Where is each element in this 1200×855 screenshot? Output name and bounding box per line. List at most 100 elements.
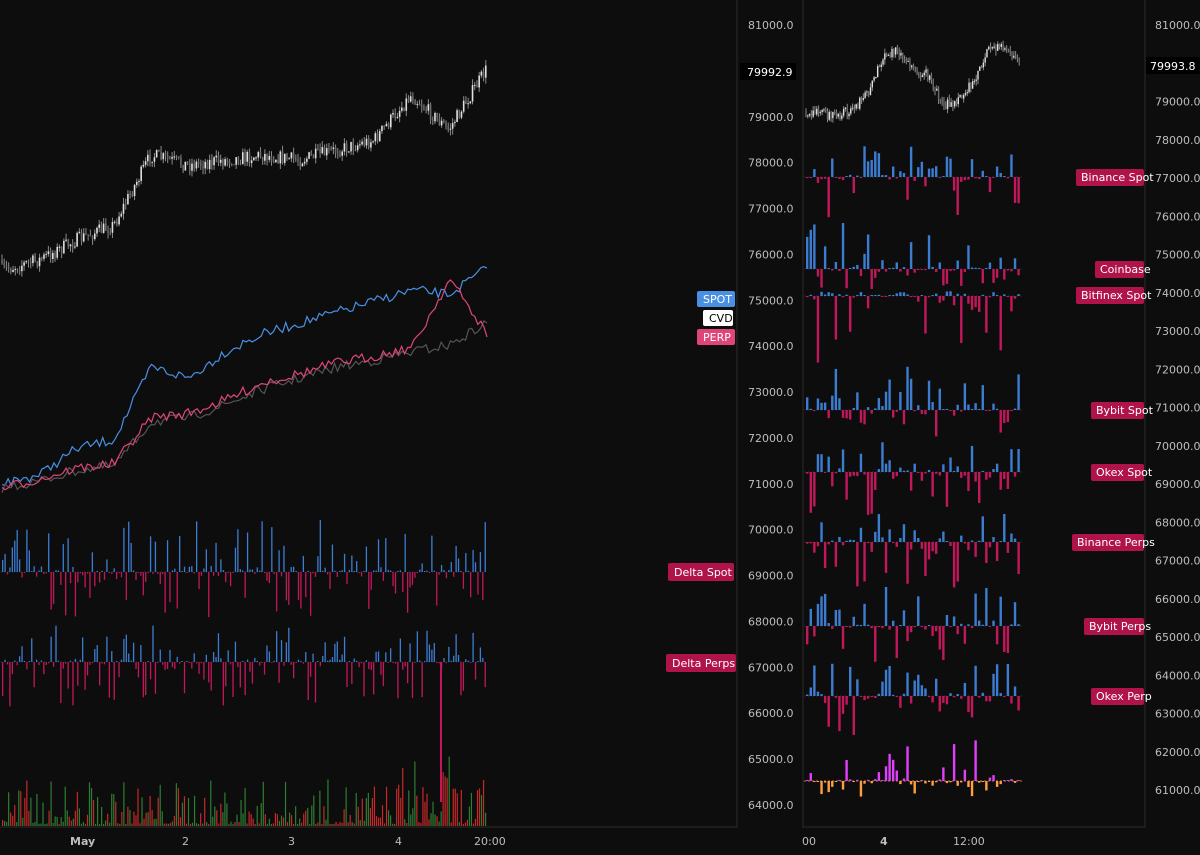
- exchange-bar: [931, 696, 934, 703]
- volume-bar: [307, 807, 309, 826]
- exchange-bar: [816, 603, 820, 626]
- delta-bar: [295, 570, 297, 572]
- delta-bar: [484, 522, 486, 572]
- exchange-bar: [988, 472, 992, 478]
- volume-bar: [464, 822, 466, 826]
- exchange-bar: [952, 177, 956, 191]
- extra-bar: [974, 740, 977, 781]
- candle-body: [989, 46, 992, 49]
- extra-bar: [831, 781, 834, 787]
- delta-bar: [288, 572, 290, 605]
- exchange-bar: [849, 410, 852, 420]
- volume-bar: [149, 795, 151, 826]
- delta-bar: [397, 662, 399, 699]
- exchange-bar: [834, 696, 838, 698]
- delta-bar: [232, 572, 234, 573]
- candle-body: [921, 75, 924, 78]
- candle-body: [332, 147, 335, 150]
- delta-bar: [154, 662, 157, 694]
- delta-bar: [348, 569, 351, 572]
- volume-bar: [385, 786, 388, 826]
- exchange-bar: [892, 472, 895, 479]
- delta-bar: [210, 566, 212, 572]
- exchange-bar: [974, 403, 977, 410]
- delta-bar: [118, 662, 120, 678]
- delta-bar: [336, 641, 338, 662]
- volume-bar: [327, 779, 329, 826]
- candle-body: [882, 59, 884, 65]
- volume-bar: [10, 812, 12, 826]
- exchange-bar: [870, 410, 873, 414]
- candle-body: [378, 131, 381, 142]
- delta-bar: [99, 572, 101, 583]
- candle-body: [928, 75, 931, 80]
- candle-body: [166, 155, 169, 159]
- right-price-tick: 81000.0: [1155, 19, 1200, 32]
- exchange-bar: [920, 542, 924, 549]
- volume-bar: [284, 781, 287, 826]
- candle-body: [361, 141, 363, 145]
- exchange-bar: [970, 445, 974, 472]
- delta-bar: [256, 660, 258, 662]
- exchange-bar: [906, 626, 909, 642]
- exchange-bar: [856, 542, 859, 587]
- candle-body: [102, 223, 105, 233]
- delta-bar: [290, 567, 292, 572]
- exchange-bar: [888, 267, 891, 269]
- exchange-bar: [849, 472, 852, 477]
- exchange-bar: [927, 542, 931, 560]
- volume-bar: [22, 817, 24, 826]
- exchange-bar: [909, 472, 913, 491]
- exchange-bar: [902, 173, 906, 177]
- candle-body: [937, 88, 940, 100]
- exchange-bar: [913, 680, 916, 696]
- candle-body: [359, 144, 361, 146]
- delta-bar: [43, 662, 45, 675]
- exchange-bar: [909, 242, 913, 269]
- volume-bar: [48, 810, 50, 826]
- delta-bar: [246, 659, 249, 662]
- volume-bar: [92, 799, 95, 826]
- delta-bar: [448, 646, 450, 662]
- candle-body: [434, 112, 436, 122]
- volume-bar: [286, 822, 289, 826]
- exchange-bar: [938, 262, 941, 269]
- delta-bar: [229, 572, 232, 587]
- candle-body: [314, 148, 317, 159]
- delta-bar: [181, 660, 183, 662]
- extra-bar: [892, 759, 895, 781]
- exchange-bar: [831, 472, 834, 487]
- exchange-bar: [974, 177, 977, 179]
- exchange-bar: [874, 269, 877, 278]
- exchange-bar: [956, 260, 959, 269]
- exchange-bar: [831, 540, 834, 542]
- exchange-bar: [888, 460, 891, 472]
- exchange-bar: [895, 177, 898, 179]
- exchange-bar: [820, 402, 823, 410]
- exchange-bar: [806, 397, 809, 410]
- delta-bar: [348, 660, 351, 662]
- volume-bar: [32, 823, 34, 826]
- volume-bar: [448, 756, 450, 826]
- exchange-bar: [917, 674, 920, 696]
- delta-bar: [346, 662, 348, 688]
- exchange-label-box: [1095, 261, 1144, 278]
- volume-bar: [248, 811, 250, 826]
- candle-body: [65, 239, 67, 241]
- exchange-bar: [981, 516, 984, 542]
- delta-bar: [222, 662, 224, 706]
- candle-body: [414, 100, 416, 105]
- exchange-bar: [988, 177, 992, 193]
- delta-bar: [457, 558, 460, 572]
- exchange-bar: [849, 539, 852, 542]
- exchange-bar: [963, 626, 967, 644]
- candle-body: [1013, 55, 1015, 58]
- volume-bar: [60, 817, 62, 826]
- extra-bar: [809, 773, 812, 781]
- candle-body: [345, 143, 348, 152]
- exchange-bar: [949, 291, 952, 296]
- volume-bar: [125, 823, 127, 826]
- delta-bar: [448, 569, 450, 572]
- delta-bar: [50, 572, 52, 610]
- candle-body: [54, 252, 56, 258]
